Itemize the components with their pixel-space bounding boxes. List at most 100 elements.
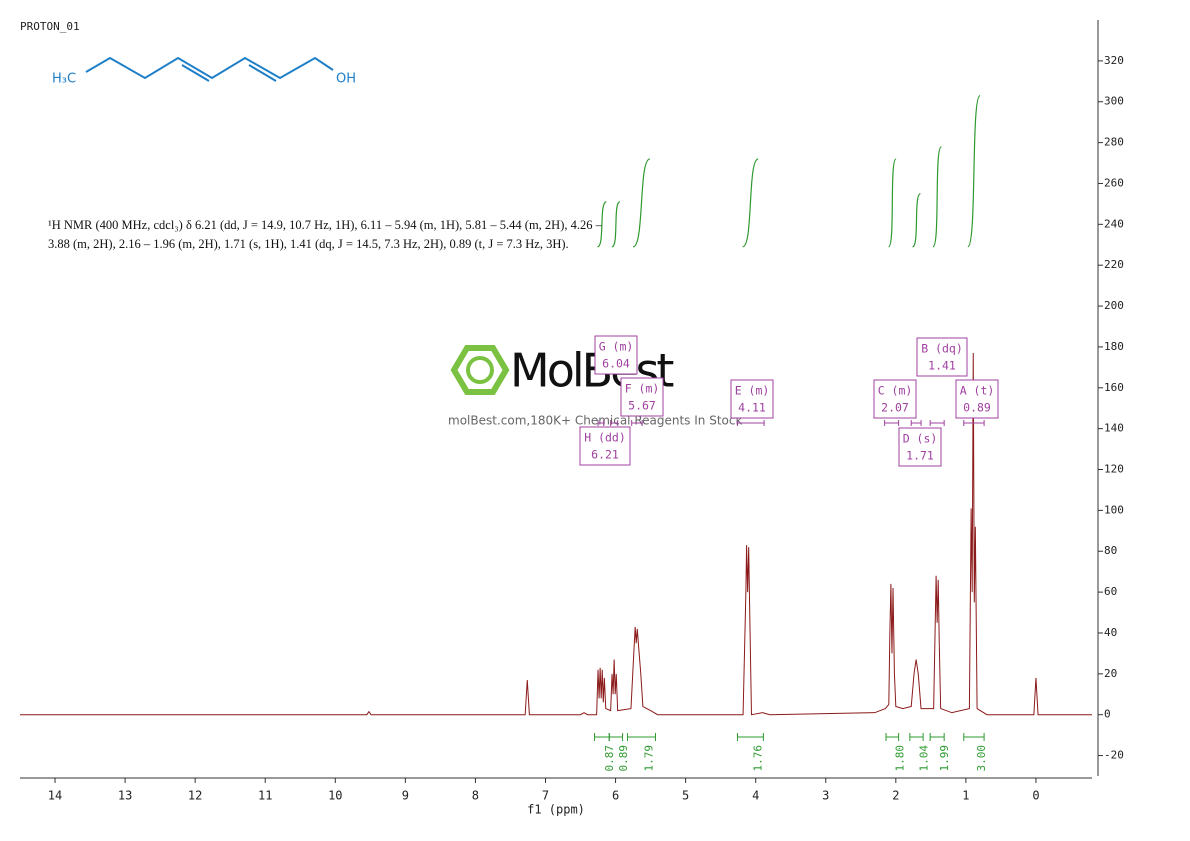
x-tick-label: 2 [892,789,899,803]
x-tick-label: 3 [822,789,829,803]
peak-bracket [631,420,643,426]
watermark-logo [450,345,510,395]
x-tick-label: 4 [752,789,759,803]
peak-shift: 0.89 [963,401,991,415]
peak-box [916,337,968,377]
y-tick-label: 320 [1104,54,1124,67]
peak-name: H (dd) [584,431,626,445]
logo-hexagon [450,345,510,395]
y-tick-label: 20 [1104,667,1117,680]
x-tick-label: 1 [962,789,969,803]
integral-curve [967,95,981,248]
peak-bracket [963,420,985,426]
peak-shift: 4.11 [738,401,766,415]
integral-bracket [909,733,924,741]
integral-label: 0.87 [603,745,616,772]
x-tick-label: 12 [188,789,202,803]
y-tick-label: 280 [1104,136,1124,149]
double-bond [248,64,277,82]
y-tick-label: 240 [1104,217,1124,230]
y-tick-label: 260 [1104,176,1124,189]
peak-shift: 5.67 [628,399,656,413]
y-tick-label: 160 [1104,381,1124,394]
x-tick-label: 13 [118,789,132,803]
integral-label: 0.89 [617,745,630,772]
peak-shift: 2.07 [881,401,909,415]
y-tick-label: 220 [1104,258,1124,271]
watermark-tagline: molBest.com,180K+ Chemical Reagents In S… [448,414,742,428]
integral-bracket [594,733,610,741]
peak-name: C (m) [878,384,913,398]
integral-curve [887,158,897,248]
integral-bracket [626,733,656,741]
integral-label: 1.79 [642,745,655,772]
peak-bracket [910,420,922,426]
peak-box [898,427,942,467]
x-tick-label: 14 [48,789,62,803]
peak-name: B (dq) [921,342,963,356]
peak-shift: 6.04 [602,357,630,371]
x-tick-label: 6 [612,789,619,803]
peak-box [955,379,999,419]
integral-bracket [885,733,900,741]
chart-title: PROTON_01 [20,20,80,33]
nmr-description: ¹H NMR (400 MHz, cdcl₃) δ 6.21 (dd, J = … [48,218,602,251]
integral-label: 3.00 [975,745,988,772]
molecule-chain [85,56,334,80]
peak-box [579,426,631,466]
x-tick-label: 11 [258,789,272,803]
peak-shift: 1.41 [928,359,956,373]
integral-curve [596,201,607,248]
peak-name: A (t) [960,384,995,398]
peak-shift: 1.71 [906,449,934,463]
y-tick-label: 180 [1104,340,1124,353]
peak-name: G (m) [599,340,634,354]
spectrum-line [20,353,1092,716]
peak-box [594,335,638,375]
peak-bracket [929,420,945,426]
molecule [85,56,334,82]
y-tick-label: 120 [1104,463,1124,476]
double-bond [181,64,210,82]
x-tick-label: 8 [472,789,479,803]
x-tick-label: 7 [542,789,549,803]
integral-bracket [929,733,945,741]
integral-curve [742,158,759,248]
molecule-right: OH [336,72,356,87]
peak-name: E (m) [735,384,770,398]
logo-ring [466,356,494,384]
x-tick-label: 5 [682,789,689,803]
integral-bracket [963,733,985,741]
integral-bracket [736,733,764,741]
y-tick-label: 0 [1104,708,1111,721]
integral-curve [611,201,621,248]
peak-bracket [736,420,765,426]
integral-curve [632,158,651,248]
integral-label: 1.76 [751,745,764,772]
y-tick-label: -20 [1104,749,1124,762]
y-tick-label: 60 [1104,585,1117,598]
peak-box [873,379,917,419]
x-tick-label: 0 [1032,789,1039,803]
peak-name: F (m) [625,382,660,396]
integral-label: 1.80 [893,745,906,772]
y-tick-label: 80 [1104,544,1117,557]
integral-bracket [608,733,624,741]
peak-bracket [884,420,900,426]
y-tick-label: 100 [1104,503,1124,516]
peak-bracket [597,420,605,426]
x-tick-label: 9 [402,789,409,803]
peak-bracket [610,420,619,426]
integral-curve [911,193,922,248]
y-tick-label: 140 [1104,422,1124,435]
x-tick-label: 10 [328,789,342,803]
peak-shift: 6.21 [591,448,619,462]
integral-label: 1.04 [917,745,930,772]
y-tick-label: 40 [1104,626,1117,639]
integral-label: 1.99 [938,745,951,772]
y-tick-label: 200 [1104,299,1124,312]
peak-name: D (s) [903,432,938,446]
x-axis-label: f1 (ppm) [527,803,585,817]
